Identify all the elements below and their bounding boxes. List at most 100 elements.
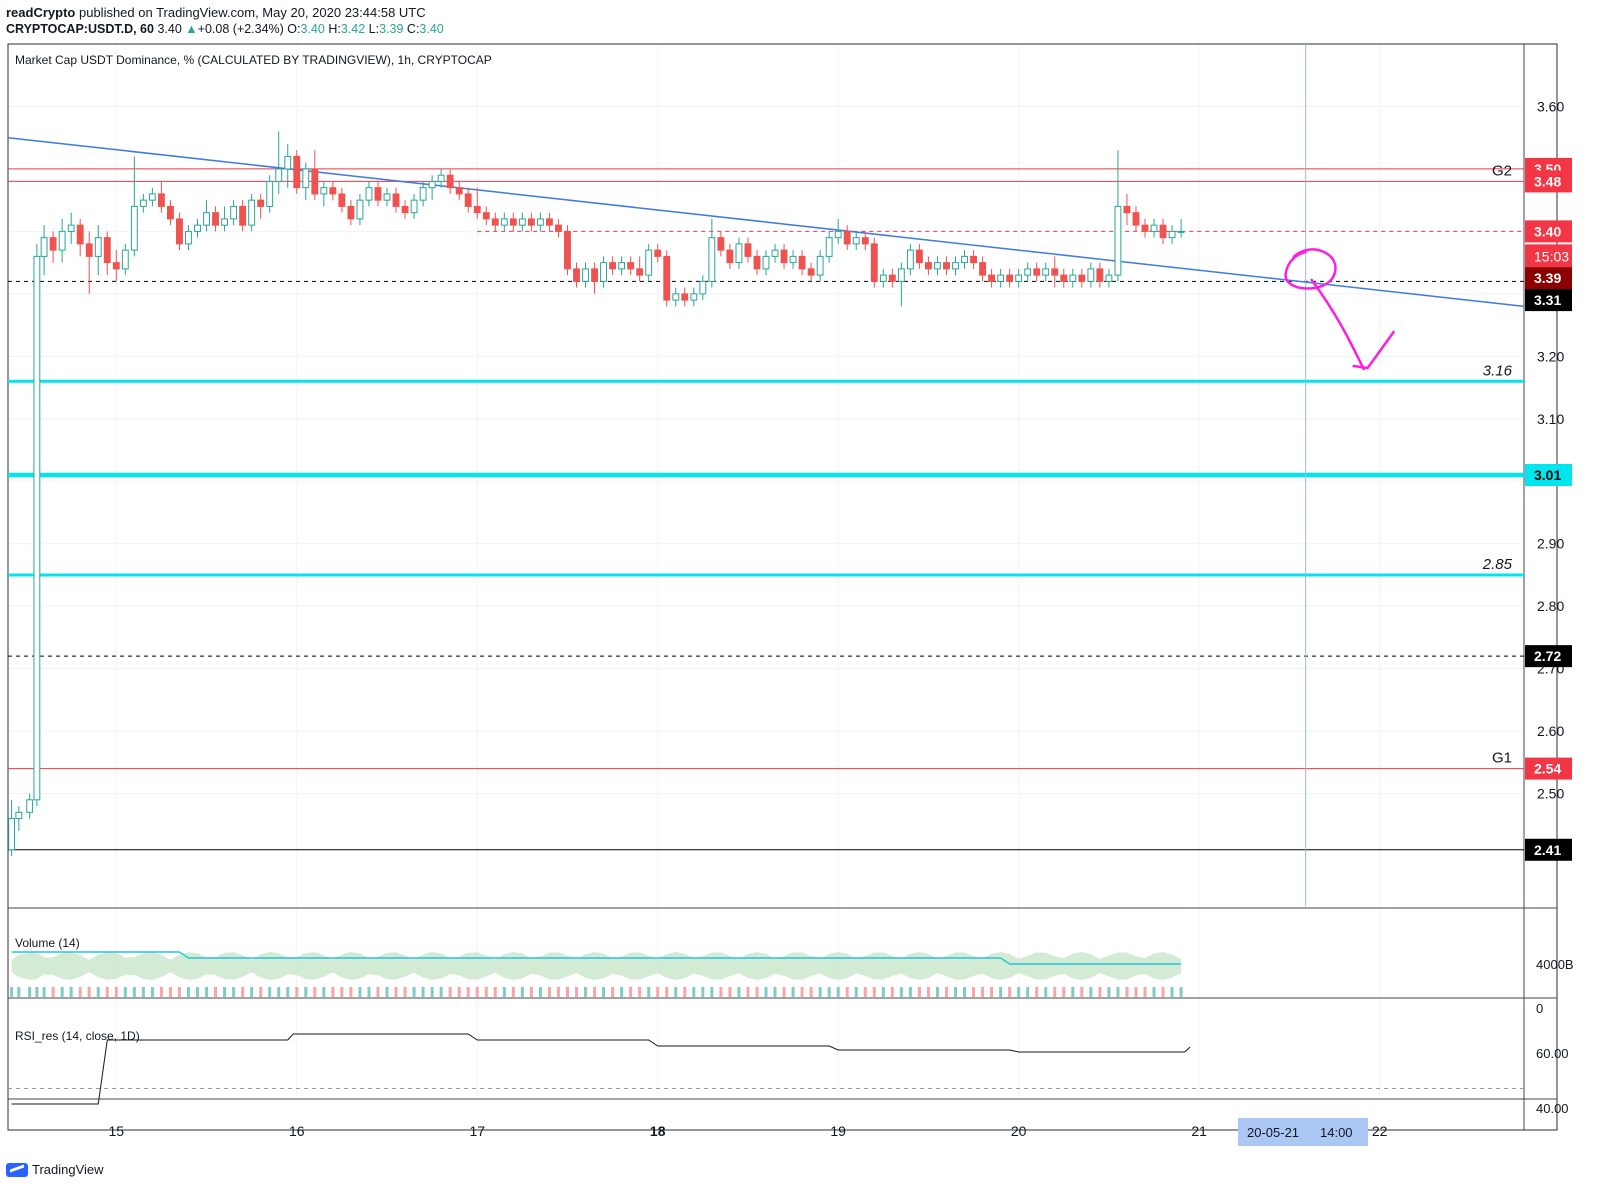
candle-body [997,274,1005,282]
volume-bar [1008,987,1012,997]
tradingview-logo[interactable]: TradingView [6,1162,104,1177]
volume-bar [1125,987,1129,997]
low-value: 3.39 [379,22,404,36]
price-tag-bg [1525,645,1572,668]
horizontal-lines[interactable]: G2 3.16 2.85 G1 [8,162,1524,851]
volume-bar [872,987,876,997]
cursor-date: 20-05-21 [1247,1125,1299,1140]
grid [8,44,1524,1097]
candle-body [491,218,499,226]
volume-bar [60,987,64,997]
price-tick-label: 2.80 [1537,598,1564,614]
candle-body [1051,268,1059,276]
volume-bar [502,987,506,997]
candle-body [148,193,156,201]
candle-body [834,230,842,239]
volume-bar [322,987,326,997]
volume-bar [863,987,867,997]
candle-body [807,268,815,276]
hline-label: 3.16 [1483,362,1513,379]
volume-bar [457,987,461,997]
volume-bar [520,987,524,997]
candle-body [600,262,608,282]
candle-body [419,187,427,201]
volume-bar [565,987,569,997]
volume-bar [954,987,957,997]
volume-bar [511,987,515,997]
time-axis[interactable]: 15 16 17 18 19 20 21 22 [108,1123,1387,1139]
candle-body [888,274,896,282]
candle-body [293,155,301,189]
candle-body [934,262,941,270]
candle-body [392,193,400,207]
volume-bar [719,987,723,997]
candle-body [67,224,75,232]
volume-bar [114,987,118,997]
cursor-time-badge [1238,1118,1368,1146]
candle-body [1114,205,1122,276]
candle-body [609,262,617,270]
time-tick-label: 16 [289,1123,305,1139]
price-tag-bg [1525,170,1572,193]
volume-bar [1143,987,1147,997]
volume-bar [1134,987,1138,997]
volume-bar [141,987,145,997]
pane-borders [7,43,1558,1131]
candle-body [762,255,770,270]
candle-body [121,249,129,270]
candle-body [618,262,626,270]
volume-bar [132,987,136,997]
volume-ma-line [11,951,1182,965]
candle-body [852,237,860,245]
volume-bar [746,987,750,997]
volume-bar [836,987,840,997]
candle-body [1033,268,1041,276]
volume-bar [268,987,272,997]
volume-bar [990,987,994,997]
candle-body [455,187,463,195]
candle-body [699,280,707,295]
candle-body [545,218,553,226]
price-axis[interactable]: 3.603.503.403.303.203.103.002.902.802.70… [1537,98,1564,801]
magenta-drawing[interactable] [1284,248,1395,371]
candle-body [663,255,671,301]
candle-body [194,224,201,232]
time-tick-label: 22 [1372,1123,1388,1139]
candle-body [401,205,409,214]
volume-bar [683,987,687,997]
candle-body [771,249,779,257]
candle-body [564,230,571,270]
candle-body [897,268,905,282]
volume-bar [69,987,73,997]
volume-bar [241,987,245,997]
candle-body [1159,224,1167,239]
volume-bar [773,987,777,997]
volume-bar [782,987,786,997]
volume-bar [475,987,479,997]
candle-body [780,249,788,264]
volume-bar [177,987,181,997]
volume-bar [1071,987,1075,997]
candle-body [1177,230,1185,233]
candle-body [139,199,147,207]
candle-body [591,268,598,282]
candle-body [1105,274,1113,282]
candle-body [726,249,734,264]
rsi-pane: RSI_res (14, close, 1D) 60.00 40.00 [8,1029,1569,1116]
volume-bar [809,987,813,997]
candle-body [708,237,716,282]
price-tag-text: 2.72 [1534,648,1561,664]
candle-body [861,237,869,245]
candle-body [185,230,192,245]
volume-bar [331,987,335,997]
candle-body [428,180,436,189]
rsi-axis-label-40: 40.00 [1536,1101,1569,1116]
volume-bar [593,987,597,997]
candle-body [15,811,23,820]
candle-body [266,180,274,207]
volume-bar [1098,987,1102,997]
volume-bar [638,987,642,997]
candle-body [49,237,57,251]
trendline[interactable] [7,136,1525,308]
